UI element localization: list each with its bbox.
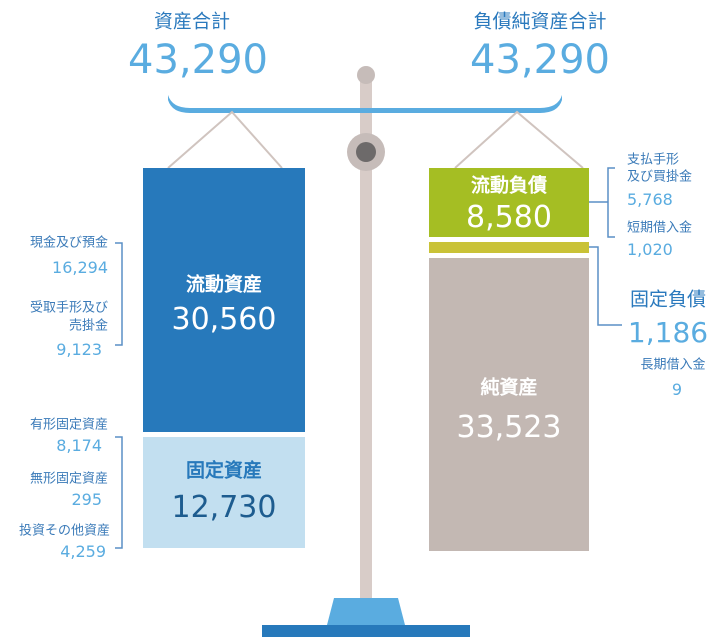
side-label: 固定負債: [630, 291, 706, 310]
item-value: 16,294: [52, 260, 108, 276]
current-assets-box: [143, 168, 305, 432]
fixed-liabilities-box: [429, 242, 589, 253]
item-label: 及び買掛金: [627, 171, 692, 184]
item-label: 短期借入金: [627, 222, 692, 235]
header: 負債純資産合計: [473, 13, 606, 32]
total: 43,290: [128, 40, 268, 80]
item-value: 5,768: [627, 192, 673, 208]
item-value: 4,259: [60, 544, 106, 560]
string: [455, 112, 583, 168]
base: [327, 598, 405, 625]
pivot-inner: [356, 142, 376, 162]
item-value: 8,174: [56, 438, 102, 454]
item-label: 無形固定資産: [30, 473, 108, 486]
side-value: 1,186: [628, 319, 708, 347]
pivot-top: [357, 66, 375, 84]
item-label: 投資その他資産: [19, 525, 110, 538]
total: 43,290: [470, 40, 610, 80]
equity-box: [429, 258, 589, 551]
item-value: 9,123: [56, 342, 102, 358]
box-value: 30,560: [172, 305, 277, 335]
connector: [589, 247, 622, 325]
bracket: [608, 168, 615, 237]
bracket: [115, 243, 122, 345]
item-label: 現金及び預金: [30, 237, 108, 250]
item-label: 売掛金: [69, 320, 108, 333]
item-value: 295: [71, 492, 102, 508]
item-label: 支払手形: [627, 154, 679, 167]
string: [168, 112, 282, 168]
balance-sheet: 資産合計 43,290 負債純資産合計 43,290 流動資産 30,560 固…: [0, 0, 711, 637]
box-label: 流動資産: [186, 276, 262, 295]
box-value: 33,523: [457, 413, 562, 443]
item-label: 受取手形及び: [30, 302, 108, 315]
item-label: 長期借入金: [640, 359, 705, 372]
box-label: 純資産: [480, 379, 537, 398]
item-value: 9: [672, 382, 682, 398]
header: 資産合計: [154, 13, 230, 32]
box-label: 固定資産: [186, 462, 262, 481]
bracket: [115, 437, 122, 548]
box-value: 8,580: [466, 203, 552, 233]
item-label: 有形固定資産: [30, 419, 108, 432]
box-label: 流動負債: [471, 177, 547, 196]
item-value: 1,020: [627, 242, 673, 258]
box-value: 12,730: [172, 493, 277, 523]
base-bar: [262, 625, 470, 637]
